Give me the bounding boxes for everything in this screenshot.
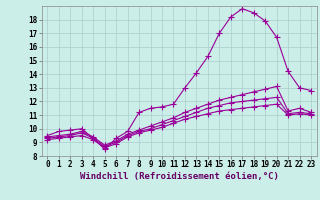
X-axis label: Windchill (Refroidissement éolien,°C): Windchill (Refroidissement éolien,°C): [80, 172, 279, 181]
